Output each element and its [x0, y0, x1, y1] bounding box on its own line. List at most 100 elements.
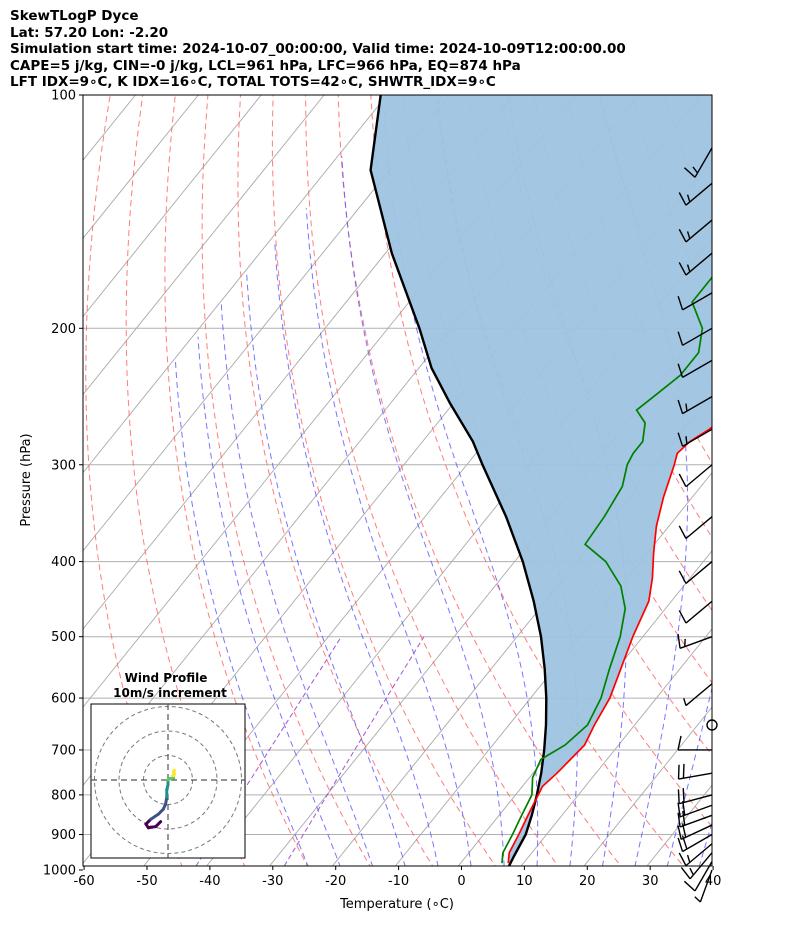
y-tick-label: 600 — [51, 692, 76, 707]
barb-flag — [678, 610, 687, 624]
moist-adiabat-line — [341, 156, 505, 866]
barb-flag — [686, 194, 691, 203]
wind-barb — [677, 833, 713, 853]
dry-adiabat-line — [237, 95, 434, 866]
calm-wind-circle — [706, 719, 718, 731]
wind-barb — [678, 219, 713, 243]
plot-frame — [82, 94, 713, 867]
moist-adiabat-line — [305, 208, 472, 866]
isotherm-line — [394, 471, 712, 866]
x-tick-label: -40 — [199, 874, 220, 889]
barb-flag — [683, 167, 696, 178]
x-tick-label: -20 — [325, 874, 346, 889]
x-axis-label: Temperature (∘C) — [339, 897, 454, 912]
barb-flag — [682, 763, 685, 779]
barb-flag — [686, 854, 691, 863]
dry-adiabat-line — [271, 95, 496, 866]
barb-flag — [685, 403, 688, 412]
wind-barb — [680, 852, 713, 880]
y-tick-label: 300 — [51, 458, 76, 473]
barb-flag — [678, 473, 687, 487]
dewpoint-profile-line — [501, 276, 712, 864]
title-block: SkewTLogP Dyce Lat: 57.20 Lon: -2.20 Sim… — [10, 8, 626, 91]
barb-flag — [677, 825, 682, 840]
title-location: Lat: 57.20 Lon: -2.20 — [10, 24, 169, 41]
barb-flag — [680, 867, 691, 880]
barb-shaft — [685, 683, 713, 707]
barb-flag — [694, 896, 701, 903]
barb-shaft — [682, 327, 713, 346]
barb-shaft — [685, 516, 713, 540]
dry-adiabat-line — [85, 95, 183, 866]
isotherm-line — [83, 95, 199, 239]
wind-barb — [677, 359, 713, 378]
moist-adiabat-line — [197, 336, 341, 866]
isotherm-line — [83, 95, 325, 396]
isotherm-line — [756, 95, 794, 886]
wind-barb — [678, 182, 713, 206]
barb-flag — [678, 852, 687, 866]
dry-adiabat-line — [305, 95, 559, 866]
barb-flag — [683, 880, 696, 892]
isotherm-line — [83, 95, 262, 318]
isotherm-line — [83, 95, 388, 474]
barb-flag — [686, 264, 691, 273]
x-tick-label: -30 — [262, 874, 283, 889]
x-tick-label: -10 — [388, 874, 409, 889]
barb-flag — [692, 166, 699, 174]
cape-shading — [370, 95, 712, 866]
barb-flag — [677, 295, 684, 311]
barb-flag — [681, 835, 688, 850]
barb-flag — [677, 432, 684, 447]
moist-adiabat-line — [274, 242, 439, 866]
x-tick-label: -50 — [136, 874, 157, 889]
x-tick-label: 20 — [579, 874, 596, 889]
barb-shaft — [682, 292, 713, 311]
barb-shaft — [699, 869, 713, 903]
barb-flag — [677, 634, 681, 649]
barb-shaft — [685, 561, 713, 584]
y-tick-label: 900 — [51, 828, 76, 843]
y-tick-label: 500 — [51, 630, 76, 645]
y-tick-label: 400 — [51, 555, 76, 570]
barb-flag — [685, 436, 688, 444]
barb-flag — [677, 363, 684, 378]
moist-adiabat-line — [383, 111, 539, 866]
parcel-profile-line — [369, 95, 548, 866]
wind-barb — [678, 600, 713, 624]
barb-flag — [682, 788, 685, 803]
isotherm-line — [83, 95, 451, 552]
y-tick-label: 200 — [51, 322, 76, 337]
x-tick-label: -60 — [73, 874, 94, 889]
dry-adiabat-line — [762, 95, 794, 886]
y-tick-label: 100 — [51, 89, 76, 104]
barb-flag — [677, 331, 684, 346]
title-indices-2: LFT IDX=9∘C, K IDX=16∘C, TOTAL TOTS=42∘C… — [10, 74, 496, 90]
wind-barb — [678, 464, 713, 488]
barb-flag — [677, 812, 681, 828]
y-tick-label: 1000 — [43, 864, 76, 879]
wind-barb — [678, 561, 713, 584]
wind-barb — [678, 252, 713, 276]
barb-flag — [683, 698, 687, 706]
wind-barb — [677, 634, 713, 649]
dry-adiabat-line — [729, 95, 794, 886]
barb-flag — [678, 525, 687, 539]
dry-adiabat-line — [164, 95, 308, 866]
barb-flag — [686, 231, 691, 239]
x-tick-label: 30 — [642, 874, 659, 889]
wind-barb — [678, 516, 713, 540]
barb-flag — [677, 399, 684, 414]
title-times: Simulation start time: 2024-10-07_00:00:… — [10, 41, 626, 57]
barb-flag — [677, 789, 680, 804]
x-tick-label: 0 — [457, 874, 465, 889]
barb-flag — [689, 867, 694, 876]
barb-flag — [677, 764, 680, 780]
title-station: SkewTLogP Dyce — [10, 8, 139, 24]
y-tick-label: 800 — [51, 788, 76, 803]
x-tick-label: 10 — [516, 874, 533, 889]
barb-flag — [682, 810, 686, 826]
moist-adiabat-line — [174, 360, 309, 866]
barb-flag — [678, 570, 687, 584]
